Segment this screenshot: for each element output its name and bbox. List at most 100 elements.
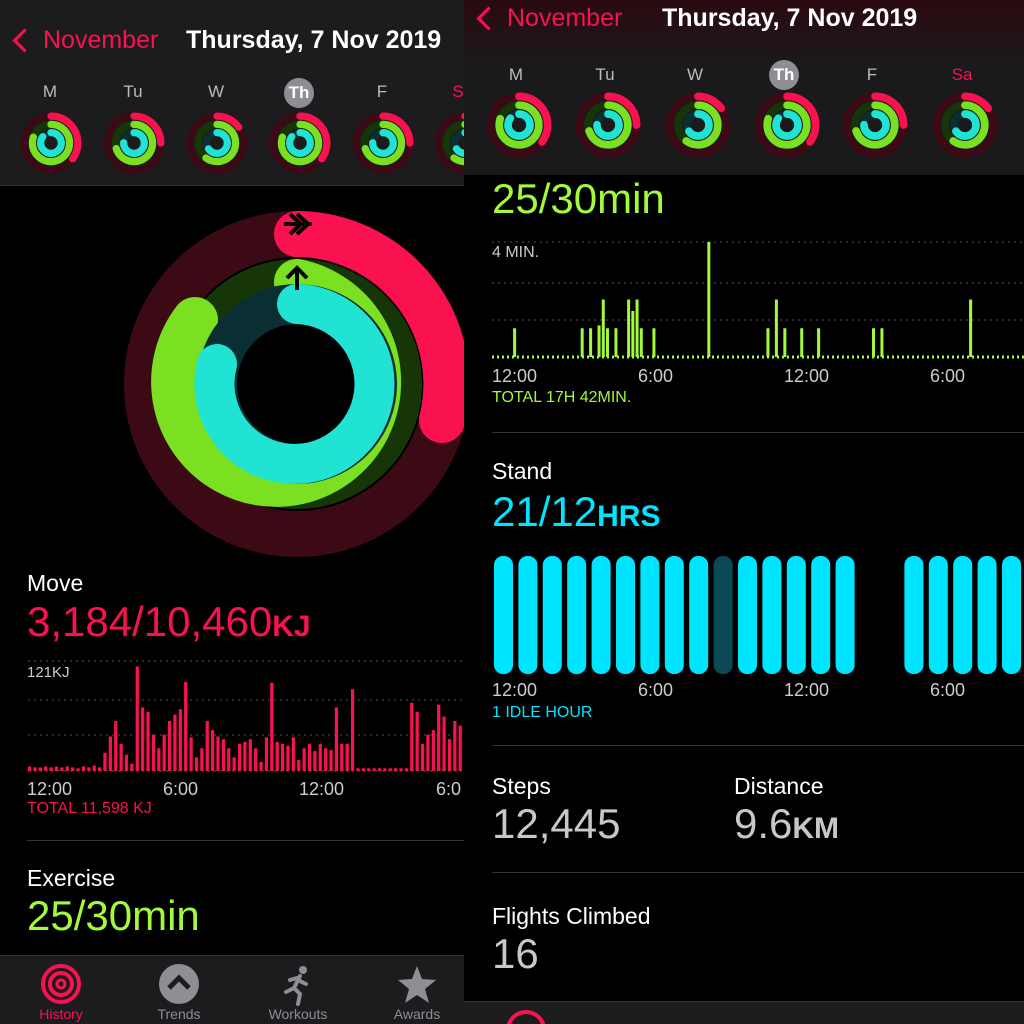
steps-title: Steps: [492, 773, 551, 799]
move-bar: [71, 767, 75, 771]
divider: [27, 840, 464, 841]
tab-workouts[interactable]: Workouts: [243, 962, 353, 1022]
tab-history[interactable]: History: [6, 962, 116, 1022]
move-bar: [173, 714, 177, 771]
move-bar: [184, 681, 188, 771]
move-bar: [410, 702, 414, 771]
move-bar: [383, 768, 387, 771]
stand-title: Stand: [492, 458, 553, 484]
stand-hour-bar: [518, 556, 538, 674]
stand-tick: 6:00: [930, 680, 966, 700]
move-bar: [361, 768, 365, 771]
move-bar: [243, 741, 247, 771]
stand-hour-bar: [689, 556, 709, 674]
day-rings[interactable]: [754, 92, 820, 158]
steps-value: 12,445: [492, 800, 621, 847]
move-bar: [324, 748, 328, 771]
day-rings[interactable]: [486, 92, 552, 158]
move-bar: [28, 766, 32, 771]
move-bar: [97, 767, 102, 771]
exercise-title: Exercise: [27, 865, 116, 891]
exercise-bar: [606, 328, 609, 357]
day-rings[interactable]: [575, 92, 641, 158]
stand-arrow-icon: [285, 265, 309, 290]
exercise-bar: [766, 328, 770, 357]
stand-hour-bar: [567, 556, 587, 674]
back-button[interactable]: November: [12, 26, 158, 55]
exercise-bar: [800, 328, 804, 357]
weekday-label-today[interactable]: Th: [752, 60, 816, 90]
back-button[interactable]: November: [476, 4, 622, 33]
move-bar: [221, 739, 226, 771]
move-bar: [87, 767, 91, 771]
exercise-tick: 12:00: [784, 366, 830, 386]
stand-value: 21/12HRS: [492, 488, 661, 535]
move-chart: [28, 660, 464, 772]
day-rings[interactable]: [269, 112, 331, 174]
exercise-total: TOTAL 17H 42MIN.: [492, 389, 632, 406]
distance-value: 9.6KM: [734, 800, 840, 847]
exercise-bar: [652, 328, 656, 357]
move-tick: 12:00: [299, 779, 345, 799]
exercise-chart: [492, 241, 1024, 359]
tab-trends[interactable]: Trends: [124, 962, 234, 1022]
move-bar: [162, 734, 166, 771]
move-bar: [49, 767, 53, 771]
exercise-tick: 12:00: [492, 366, 538, 386]
exercise-bar: [707, 242, 711, 357]
move-bar: [141, 707, 145, 771]
chevron-left-icon: [476, 6, 501, 31]
move-tick: 6:00: [163, 779, 199, 799]
move-title: Move: [27, 570, 84, 596]
day-rings[interactable]: [665, 92, 731, 158]
move-bar: [334, 707, 339, 771]
move-max-label: 121KJ: [27, 664, 70, 681]
history-rings-icon: [506, 1010, 546, 1024]
move-bar: [318, 743, 322, 771]
day-rings[interactable]: [434, 112, 464, 174]
exercise-bar: [589, 328, 593, 357]
exercise-bar: [783, 328, 787, 357]
move-bar: [270, 682, 274, 771]
move-bar: [307, 743, 312, 771]
stand-hour-bar: [977, 556, 997, 674]
stand-tick: 12:00: [784, 680, 830, 700]
move-bar: [189, 737, 193, 771]
stand-hour-bar: [494, 556, 513, 674]
selected-date: Thursday, 7 Nov 2019: [186, 26, 442, 54]
day-rings[interactable]: [352, 112, 414, 174]
weekday-label: S: [452, 82, 464, 101]
stand-hour-bar: [640, 556, 660, 674]
exercise-bar: [580, 328, 584, 357]
move-total: TOTAL 11,598 KJ: [27, 800, 152, 817]
move-bar: [151, 734, 156, 771]
weekday-label-today[interactable]: Th: [267, 78, 331, 108]
move-bar: [453, 721, 457, 771]
move-bar: [404, 768, 409, 771]
move-bar: [291, 737, 295, 771]
day-rings[interactable]: [103, 112, 165, 174]
move-tick: 6:0: [436, 779, 462, 799]
move-value: 3,184/10,460KJ: [27, 598, 311, 645]
day-rings[interactable]: [20, 112, 82, 174]
move-bar: [33, 767, 37, 771]
move-bar: [420, 743, 425, 771]
day-rings[interactable]: [186, 112, 248, 174]
move-bar: [259, 761, 263, 771]
exercise-arrow-icon: [284, 212, 312, 236]
move-bar: [367, 768, 371, 771]
exercise-value: 25/30min: [492, 175, 665, 222]
day-rings[interactable]: [932, 92, 998, 158]
move-bar: [394, 768, 398, 771]
flights-value: 16: [492, 930, 539, 977]
exercise-value: 25/30min: [27, 892, 200, 939]
stand-hour-bar: [738, 556, 757, 674]
move-bar: [388, 768, 392, 771]
tab-awards[interactable]: Awards: [362, 962, 464, 1022]
move-bar: [442, 716, 446, 771]
move-bar: [415, 711, 419, 771]
day-rings[interactable]: [842, 92, 908, 158]
move-bar: [280, 743, 285, 771]
exercise-bar: [631, 311, 635, 357]
move-bar: [108, 736, 112, 771]
